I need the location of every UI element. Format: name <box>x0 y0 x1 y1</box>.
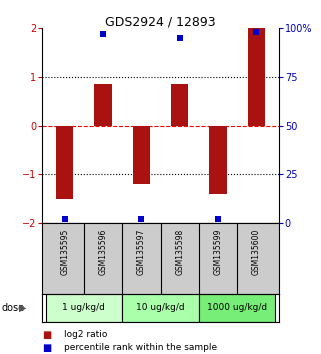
Text: ■: ■ <box>42 343 51 353</box>
Text: 1000 ug/kg/d: 1000 ug/kg/d <box>207 303 267 313</box>
Text: ■: ■ <box>42 330 51 339</box>
Point <box>215 216 221 222</box>
Text: GSM135595: GSM135595 <box>60 229 69 275</box>
Bar <box>46 294 122 322</box>
Text: 1 ug/kg/d: 1 ug/kg/d <box>63 303 105 313</box>
Bar <box>171 84 188 126</box>
Text: dose: dose <box>2 303 25 313</box>
Text: GSM135600: GSM135600 <box>252 229 261 275</box>
Text: GSM135596: GSM135596 <box>99 229 108 275</box>
Point <box>177 35 182 41</box>
Bar <box>56 126 73 199</box>
Bar <box>133 126 150 184</box>
Text: 10 ug/kg/d: 10 ug/kg/d <box>136 303 185 313</box>
Bar <box>248 28 265 126</box>
Text: GSM135599: GSM135599 <box>213 229 222 275</box>
Point <box>100 32 106 37</box>
Point <box>62 216 67 222</box>
Bar <box>209 126 227 194</box>
Point <box>139 216 144 222</box>
Text: GDS2924 / 12893: GDS2924 / 12893 <box>105 16 216 29</box>
Bar <box>122 294 199 322</box>
Text: log2 ratio: log2 ratio <box>64 330 108 339</box>
Text: ▶: ▶ <box>19 303 26 313</box>
Bar <box>94 84 112 126</box>
Text: percentile rank within the sample: percentile rank within the sample <box>64 343 217 352</box>
Text: GSM135597: GSM135597 <box>137 229 146 275</box>
Point <box>254 29 259 35</box>
Bar <box>199 294 275 322</box>
Text: GSM135598: GSM135598 <box>175 229 184 275</box>
